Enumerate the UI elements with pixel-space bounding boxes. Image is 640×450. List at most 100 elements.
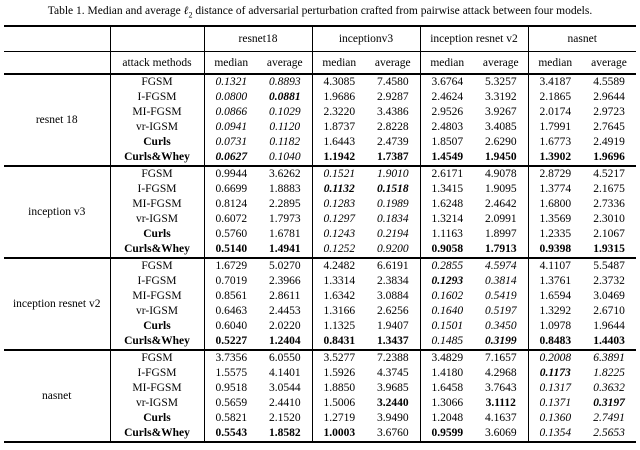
average-value: 2.7645 <box>593 121 625 134</box>
median-value: 3.5277 <box>311 350 366 367</box>
median-value: 0.1283 <box>311 197 366 213</box>
median-value: 2.9526 <box>419 105 474 121</box>
median-value: 1.2335 <box>527 227 582 243</box>
average-value: 2.8611 <box>269 290 301 303</box>
header-row-stats: attack methods median average median average… <box>4 51 636 75</box>
table-row: MI-FGSM 0.0866 0.1029 2.3220 3.4386 2.9526 3.9… <box>4 105 636 121</box>
average-value: 2.9723 <box>593 106 625 119</box>
median-value: 0.6463 <box>203 304 258 320</box>
model-block-1: inception v3 FGSM 0.9944 3.6262 0.1521 1.9010… <box>4 166 636 259</box>
table-row: inception resnet v2 FGSM 1.6729 5.0270 4.248… <box>4 258 636 310</box>
median-value: 0.1321 <box>203 74 258 91</box>
average-header-0: average <box>266 56 303 69</box>
average-value: 1.9095 <box>484 183 517 196</box>
average-value: 3.4386 <box>376 106 409 119</box>
table-row: inception v3 FGSM 0.9944 3.6262 0.1521 1.9010… <box>4 166 636 218</box>
average-value: 3.9685 <box>376 382 409 395</box>
average-header-2: average <box>482 56 519 69</box>
median-value: 0.1521 <box>311 166 366 183</box>
average-value: 1.9010 <box>376 168 409 181</box>
average-value: 2.1067 <box>593 228 625 241</box>
average-value: 0.1182 <box>269 136 301 149</box>
average-value: 1.8225 <box>593 367 625 380</box>
median-value: 1.6729 <box>203 258 258 275</box>
target-model-header-0: resnet18 <box>203 26 312 52</box>
average-value: 3.4085 <box>484 121 517 134</box>
average-value: 3.6760 <box>376 427 409 440</box>
median-value: 4.2482 <box>311 258 366 275</box>
average-value: 4.1637 <box>484 412 517 425</box>
median-value: 1.6443 <box>311 135 366 151</box>
average-value: 2.6290 <box>484 136 517 149</box>
average-value: 6.0550 <box>268 352 301 365</box>
average-value: 2.4453 <box>268 305 301 318</box>
average-value: 1.3437 <box>376 335 409 348</box>
table-row: MI-FGSM 0.8124 2.2895 0.1283 0.1989 1.6248 2.4… <box>4 197 636 213</box>
median-header-0: median <box>203 51 258 75</box>
attack-method-label: MI-FGSM <box>109 105 204 121</box>
attack-method-label: FGSM <box>109 350 204 367</box>
median-value: 0.8561 <box>203 289 258 305</box>
attack-method-label: MI-FGSM <box>109 381 204 397</box>
attack-methods-header: attack methods <box>109 51 204 75</box>
average-value: 3.6262 <box>268 168 301 181</box>
median-value: 3.4829 <box>419 350 474 367</box>
median-value: 1.2048 <box>419 411 474 427</box>
average-value: 3.3192 <box>484 91 517 104</box>
median-value: 0.1297 <box>311 212 366 228</box>
target-model-header-1: inceptionv3 <box>311 26 420 52</box>
table-row: Curls 0.5760 1.6781 0.1243 0.2194 1.1163 1.899… <box>4 227 636 243</box>
table-row: vr-IGSM 0.5659 2.4410 1.5006 3.2440 1.3066 3.1… <box>4 396 636 412</box>
median-value: 1.0003 <box>311 426 366 443</box>
average-value: 3.6069 <box>484 427 517 440</box>
median-value: 1.1325 <box>311 319 366 335</box>
average-value: 7.2388 <box>376 352 409 365</box>
source-model-label: inception v3 <box>28 205 86 218</box>
median-value: 0.5543 <box>203 426 258 443</box>
attack-method-label: FGSM <box>109 258 204 275</box>
median-value: 0.8124 <box>203 197 258 213</box>
table-row: MI-FGSM 0.9518 3.0544 1.8850 3.9685 1.6458 3.7… <box>4 381 636 397</box>
average-value: 3.0884 <box>376 290 409 303</box>
average-value: 5.5487 <box>593 260 625 273</box>
table-row: Curls&Whey 0.5227 1.2404 0.8431 1.3437 0.1485… <box>4 334 636 351</box>
median-value: 1.4549 <box>419 150 474 167</box>
median-header-3: median <box>527 51 582 75</box>
corner-cell-2 <box>4 51 110 74</box>
median-value: 1.0978 <box>527 319 582 335</box>
median-value: 0.6072 <box>203 212 258 228</box>
average-value: 0.5419 <box>484 290 517 303</box>
average-value: 1.9450 <box>484 151 517 164</box>
average-value: 2.1520 <box>268 412 301 425</box>
ell-2-subscript: 2 <box>188 10 193 20</box>
median-value: 1.6458 <box>419 381 474 397</box>
median-value: 1.3902 <box>527 150 582 167</box>
median-value: 2.0174 <box>527 105 582 121</box>
average-value: 3.1112 <box>485 397 516 410</box>
median-value: 0.1371 <box>527 396 582 412</box>
attack-method-label: Curls <box>109 227 204 243</box>
median-value: 0.1354 <box>527 426 582 443</box>
results-table: resnet18 inceptionv3 inception resnet v2 na… <box>4 25 636 444</box>
median-value: 0.1243 <box>311 227 366 243</box>
attack-method-label: I-FGSM <box>109 366 204 382</box>
median-value: 0.5659 <box>203 396 258 412</box>
average-value: 1.2404 <box>268 335 301 348</box>
median-header-1: median <box>311 51 366 75</box>
median-value: 2.8729 <box>527 166 582 183</box>
average-value: 1.9696 <box>593 151 625 164</box>
average-value: 0.2194 <box>376 228 409 241</box>
median-value: 1.6773 <box>527 135 582 151</box>
table-row: I-FGSM 0.6699 1.8883 0.1132 0.1518 1.3415 1.90… <box>4 182 636 198</box>
caption-prefix: Table 1. Median and average <box>47 5 184 17</box>
table-row: I-FGSM 1.5575 4.1401 1.5926 4.3745 1.4180 4.29… <box>4 366 636 382</box>
table-row: Curls 0.0731 0.1182 1.6443 2.4739 1.8507 2.629… <box>4 135 636 151</box>
attack-method-label: FGSM <box>109 74 204 91</box>
median-value: 2.3220 <box>311 105 366 121</box>
median-value: 1.3166 <box>311 304 366 320</box>
median-value: 1.1942 <box>311 150 366 167</box>
average-value: 0.1120 <box>269 121 301 134</box>
model-block-2: inception resnet v2 FGSM 1.6729 5.0270 4.248… <box>4 258 636 351</box>
median-value: 1.3569 <box>527 212 582 228</box>
median-value: 0.1252 <box>311 242 366 259</box>
